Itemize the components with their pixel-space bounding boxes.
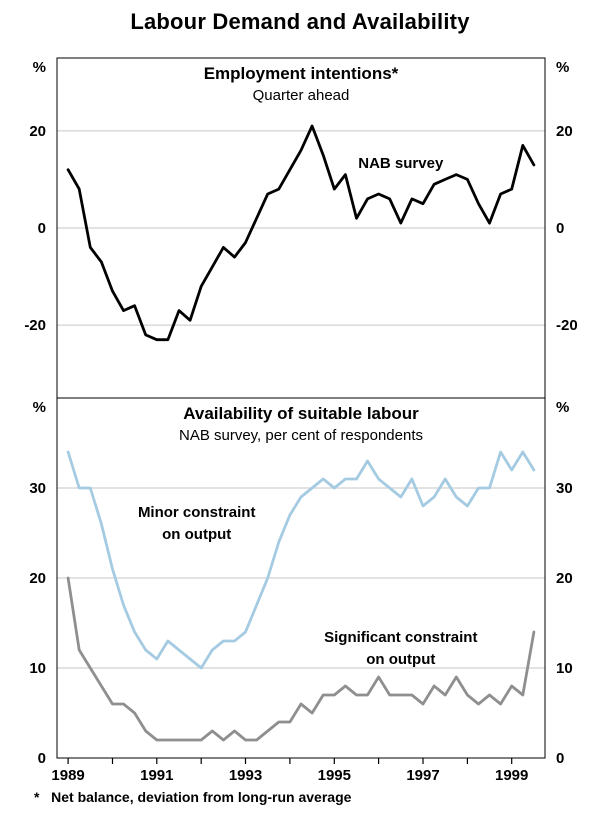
panel-subtitle: Quarter ahead bbox=[253, 87, 350, 104]
y-tick-label-left: 30 bbox=[29, 480, 46, 497]
y-tick-label-left: 0 bbox=[38, 750, 46, 767]
x-tick-label: 1999 bbox=[495, 767, 528, 784]
y-axis-unit-left: % bbox=[33, 399, 46, 416]
y-tick-label-right: 10 bbox=[556, 660, 573, 677]
x-tick-label: 1989 bbox=[51, 767, 84, 784]
panel-title: Availability of suitable labour bbox=[183, 404, 419, 423]
y-axis-unit-right: % bbox=[556, 59, 569, 76]
x-tick-label: 1995 bbox=[318, 767, 351, 784]
series-label-minor-constraint-on-output: on output bbox=[162, 526, 231, 543]
series-line-nab-survey bbox=[66, 124, 536, 342]
y-tick-label-left: 20 bbox=[29, 570, 46, 587]
y-tick-label-right: 20 bbox=[556, 123, 573, 140]
series-label-minor-constraint-on-output: Minor constraint bbox=[138, 504, 256, 521]
x-tick-label: 1993 bbox=[229, 767, 262, 784]
x-tick-label: 1991 bbox=[140, 767, 173, 784]
y-tick-label-right: 20 bbox=[556, 570, 573, 587]
series-line-significant-constraint-on-output bbox=[66, 576, 536, 742]
y-tick-label-left: -20 bbox=[24, 317, 46, 334]
y-tick-label-left: 0 bbox=[38, 220, 46, 237]
series-label-significant-constraint-on-output: Significant constraint bbox=[324, 629, 477, 646]
chart-footnote: * Net balance, deviation from long-run a… bbox=[34, 789, 352, 805]
panel-title: Employment intentions* bbox=[204, 64, 399, 83]
series-label-nab-survey: NAB survey bbox=[358, 155, 444, 172]
y-axis-unit-right: % bbox=[556, 399, 569, 416]
x-tick-label: 1997 bbox=[406, 767, 439, 784]
series-line-minor-constraint-on-output bbox=[66, 450, 536, 670]
panel-frame-bottom bbox=[56, 397, 546, 759]
chart-title: Labour Demand and Availability bbox=[130, 9, 470, 34]
y-axis-unit-left: % bbox=[33, 59, 46, 76]
y-tick-label-right: 0 bbox=[556, 750, 564, 767]
series-label-significant-constraint-on-output: on output bbox=[366, 651, 435, 668]
panel-subtitle: NAB survey, per cent of respondents bbox=[179, 427, 423, 444]
y-tick-label-left: 10 bbox=[29, 660, 46, 677]
y-tick-label-right: -20 bbox=[556, 317, 578, 334]
y-tick-label-right: 0 bbox=[556, 220, 564, 237]
y-tick-label-left: 20 bbox=[29, 123, 46, 140]
y-tick-label-right: 30 bbox=[556, 480, 573, 497]
